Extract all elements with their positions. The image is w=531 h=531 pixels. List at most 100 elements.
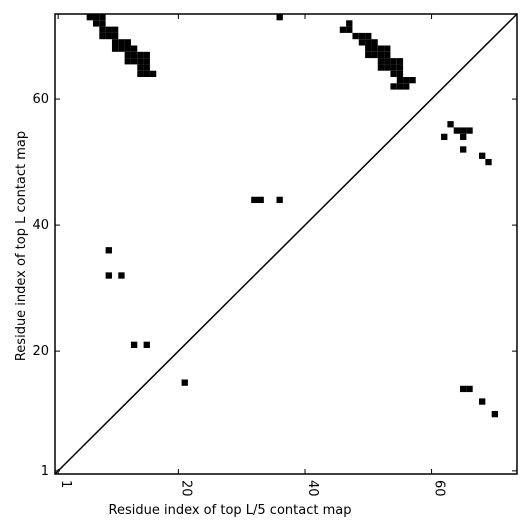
contact-cell xyxy=(460,133,467,141)
contact-cell xyxy=(396,70,404,78)
contact-cell xyxy=(377,51,385,59)
x-tick-label: 20 xyxy=(178,480,193,497)
contact-cell xyxy=(105,272,112,279)
contact-cell xyxy=(485,158,492,166)
contact-cell xyxy=(86,14,93,21)
contact-cell xyxy=(105,26,112,33)
contact-cell xyxy=(365,51,372,59)
contact-cell xyxy=(479,398,486,405)
contact-cell xyxy=(403,77,410,84)
contact-cell xyxy=(276,14,283,21)
contact-cell xyxy=(124,39,131,46)
contact-cell xyxy=(460,127,467,134)
contact-cell xyxy=(377,64,385,71)
contact-cell xyxy=(396,77,404,84)
contact-cell xyxy=(111,26,119,33)
contact-cell xyxy=(118,272,125,279)
contact-cell xyxy=(371,39,378,46)
contact-cell xyxy=(365,32,372,40)
contact-cell xyxy=(124,51,131,59)
contact-cell xyxy=(371,51,378,59)
y-tick-label: 60 xyxy=(32,92,49,107)
contact-cell xyxy=(251,196,258,204)
y-tick-label: 40 xyxy=(32,218,49,233)
contact-cell xyxy=(143,70,150,78)
contact-cell xyxy=(466,127,473,134)
contact-cell xyxy=(390,70,397,78)
contact-cell xyxy=(105,32,112,40)
contact-cell xyxy=(130,341,138,348)
contact-cell xyxy=(409,77,416,84)
contact-cell xyxy=(441,133,448,141)
contact-cell xyxy=(137,64,144,71)
contact-cell xyxy=(143,58,150,65)
contact-cell xyxy=(479,152,486,159)
contact-cell xyxy=(130,51,138,59)
y-tick-label: 20 xyxy=(32,344,49,359)
contact-cell xyxy=(384,64,391,71)
contact-cell xyxy=(460,146,467,153)
contact-cell xyxy=(460,385,467,393)
contact-cell xyxy=(371,45,378,52)
contact-cell xyxy=(447,121,454,128)
contact-cell xyxy=(377,45,385,52)
contact-cell xyxy=(491,410,499,418)
contact-cell xyxy=(365,45,372,52)
contact-cell xyxy=(390,64,397,71)
contact-cell xyxy=(453,127,461,134)
contact-cell xyxy=(99,20,106,27)
contact-cell xyxy=(143,64,150,71)
contact-cell xyxy=(257,196,264,204)
contact-cell xyxy=(105,247,112,254)
contact-cell xyxy=(339,26,347,33)
contact-cell xyxy=(403,83,410,90)
contact-cell xyxy=(276,196,283,204)
contact-cell xyxy=(181,379,188,386)
contact-cell xyxy=(143,341,150,348)
contact-cell xyxy=(377,58,385,65)
contact-cell xyxy=(365,39,372,46)
y-tick-label: 1 xyxy=(41,464,49,479)
x-tick-label: 60 xyxy=(432,480,447,497)
contact-cell xyxy=(137,51,144,59)
y-axis-label: Residue index of top L contact map xyxy=(14,131,29,361)
contact-cell xyxy=(118,39,125,46)
contact-cell xyxy=(99,26,106,33)
contact-cell xyxy=(396,83,404,90)
contact-cell xyxy=(130,45,138,52)
contact-cell xyxy=(137,70,144,78)
contact-cell xyxy=(358,32,366,40)
contact-cell xyxy=(390,58,397,65)
contact-cell xyxy=(390,83,397,90)
contact-cell xyxy=(396,64,404,71)
contact-cell xyxy=(124,45,131,52)
contact-cell xyxy=(130,58,138,65)
contact-cell xyxy=(384,58,391,65)
contact-cell xyxy=(149,70,157,78)
contact-cell xyxy=(111,39,119,46)
contact-cell xyxy=(346,20,353,27)
contact-cell xyxy=(111,32,119,40)
contact-cell xyxy=(396,58,404,65)
x-tick-label: 1 xyxy=(58,480,73,488)
contact-cell xyxy=(384,51,391,59)
contact-cell xyxy=(143,51,150,59)
contact-cell xyxy=(466,385,473,393)
plot-frame xyxy=(54,13,518,475)
contact-cell xyxy=(346,26,353,33)
contact-cell xyxy=(118,45,125,52)
x-axis-label: Residue index of top L/5 contact map xyxy=(109,503,352,518)
contact-cell xyxy=(384,45,391,52)
x-tick-label: 40 xyxy=(305,480,320,497)
contact-cell xyxy=(92,14,100,21)
contact-cell xyxy=(137,58,144,65)
contact-cell xyxy=(352,32,359,40)
contact-cell xyxy=(124,58,131,65)
contact-cell xyxy=(92,20,100,27)
contact-cell xyxy=(99,14,106,21)
diagonal xyxy=(54,13,518,475)
contact-cell xyxy=(111,45,119,52)
contact-cell xyxy=(358,39,366,46)
contact-cell xyxy=(99,32,106,40)
